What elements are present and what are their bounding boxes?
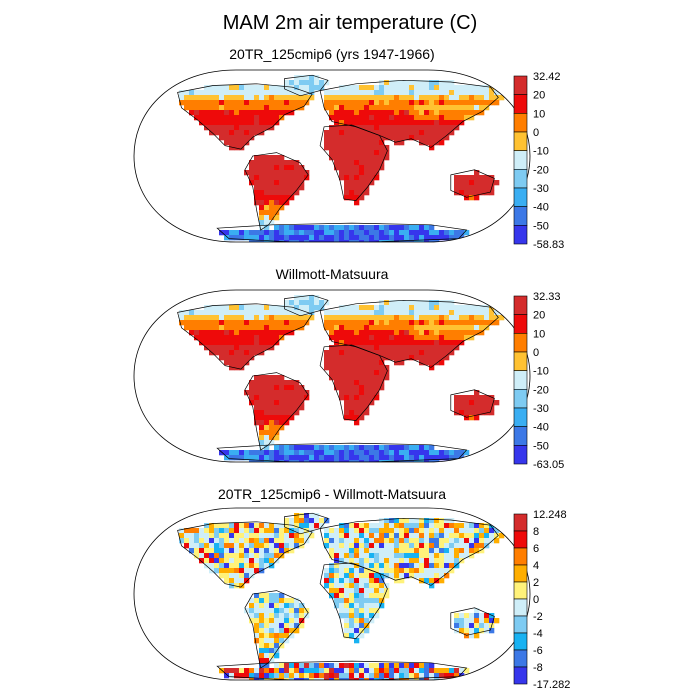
panel-2-colorbar-label: -50 xyxy=(533,440,549,452)
panel-1-colorbar-label: 10 xyxy=(533,108,545,120)
panel-2-title: Willmott-Matsuura xyxy=(275,266,389,282)
panel-3-colorbar-label: 4 xyxy=(533,560,539,572)
panel-2-colorbar-label: 20 xyxy=(533,310,545,322)
panel-3-colorbar-label: 6 xyxy=(533,543,539,555)
panel-3-colorbar-box xyxy=(513,581,528,600)
panel-3-colorbar-label: 8 xyxy=(533,526,539,538)
panel-1-colorbar-label: -40 xyxy=(533,202,549,214)
panel-3-colorbar-label: -2 xyxy=(533,611,543,623)
panel-3-colorbar-box xyxy=(513,632,528,651)
panel-3-colorbar-label: 2 xyxy=(533,577,539,589)
panel-3-colorbar-label: -4 xyxy=(533,628,543,640)
panel-3-colorbar-box xyxy=(513,649,528,668)
panel-3-title: 20TR_125cmip6 - Willmott-Matsuura xyxy=(218,486,446,502)
panel-2-colorbar-label: -40 xyxy=(533,422,549,434)
panel-3-colorbar-label: 12.248 xyxy=(533,509,567,521)
panel-1-colorbar-label: 20 xyxy=(533,90,545,102)
panel-2-colorbar-label: -20 xyxy=(533,384,549,396)
panel-2-colorbar-box xyxy=(513,445,528,465)
panel-1-colorbar-label: -58.83 xyxy=(533,239,564,251)
panel-1-colorbar-label: 0 xyxy=(533,127,539,139)
panel-3-colorbar-label: -17.282 xyxy=(533,679,570,691)
panel-2-colorbar-label: 32.33 xyxy=(533,291,561,303)
panel-3-colorbar-box xyxy=(513,547,528,566)
panel-3-colorbar-box xyxy=(513,598,528,617)
panel-2-colorbar-label: 0 xyxy=(533,347,539,359)
panel-2-colorbar-label: -63.05 xyxy=(533,459,564,471)
panel-3-colorbar-box xyxy=(513,513,528,532)
panel-3-colorbar-label: -6 xyxy=(533,645,543,657)
panel-3-colorbar-label: 0 xyxy=(533,594,539,606)
panel-2-colorbar-label: 10 xyxy=(533,328,545,340)
panel-1-colorbar-label: 32.42 xyxy=(533,71,561,83)
panel-1-colorbar-box xyxy=(513,225,528,245)
panel-1-title: 20TR_125cmip6 (yrs 1947-1966) xyxy=(229,46,435,62)
panel-3-colorbar-box xyxy=(513,564,528,583)
panel-1-colorbar-label: -30 xyxy=(533,183,549,195)
panel-1-colorbar-label: -20 xyxy=(533,164,549,176)
panel-1-colorbar-label: -50 xyxy=(533,220,549,232)
panel-2-colorbar-label: -10 xyxy=(533,366,549,378)
panel-3-colorbar-box xyxy=(513,615,528,634)
panel-2-colorbar-label: -30 xyxy=(533,403,549,415)
panel-3-colorbar-label: -8 xyxy=(533,662,543,674)
figure-title: MAM 2m air temperature (C) xyxy=(222,12,478,34)
panel-3-colorbar-box xyxy=(513,666,528,685)
panel-1-colorbar-label: -10 xyxy=(533,146,549,158)
panel-3-colorbar-box xyxy=(513,530,528,549)
